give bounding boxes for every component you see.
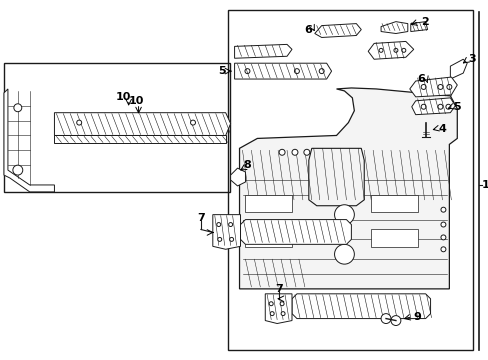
Circle shape	[303, 149, 309, 155]
Text: 9: 9	[413, 312, 421, 321]
Circle shape	[190, 120, 195, 125]
Text: 5: 5	[218, 66, 225, 76]
Polygon shape	[245, 195, 291, 212]
Circle shape	[270, 312, 274, 316]
Polygon shape	[370, 195, 417, 212]
Circle shape	[291, 149, 297, 155]
Text: 7: 7	[197, 213, 204, 222]
Text: 5: 5	[452, 102, 460, 112]
Polygon shape	[308, 148, 364, 206]
Circle shape	[281, 312, 285, 316]
Circle shape	[77, 120, 81, 125]
Polygon shape	[212, 215, 240, 249]
Text: 4: 4	[438, 123, 446, 134]
Text: 10: 10	[129, 96, 144, 106]
Polygon shape	[239, 88, 456, 289]
Polygon shape	[245, 229, 291, 247]
Text: 6: 6	[303, 24, 311, 35]
Polygon shape	[380, 22, 407, 33]
Polygon shape	[4, 89, 54, 192]
Polygon shape	[367, 41, 413, 59]
Circle shape	[440, 207, 445, 212]
Polygon shape	[264, 294, 291, 324]
Polygon shape	[234, 63, 331, 79]
Circle shape	[14, 104, 22, 112]
Polygon shape	[411, 98, 454, 115]
Circle shape	[229, 237, 233, 241]
Polygon shape	[54, 135, 225, 143]
Circle shape	[217, 237, 221, 241]
Circle shape	[228, 222, 232, 226]
Polygon shape	[240, 220, 351, 244]
Text: 10: 10	[116, 92, 131, 102]
Polygon shape	[230, 168, 245, 186]
Polygon shape	[449, 59, 466, 79]
Circle shape	[269, 302, 273, 306]
Polygon shape	[409, 77, 456, 97]
Text: 3: 3	[467, 54, 475, 64]
Circle shape	[280, 302, 284, 306]
Text: 2: 2	[420, 17, 427, 27]
Polygon shape	[370, 229, 417, 247]
Circle shape	[334, 205, 354, 225]
Text: 1: 1	[481, 180, 488, 190]
Text: 6: 6	[417, 74, 425, 84]
Circle shape	[440, 235, 445, 240]
Circle shape	[390, 316, 400, 325]
Polygon shape	[291, 294, 429, 319]
Circle shape	[380, 314, 390, 324]
Circle shape	[334, 244, 354, 264]
Circle shape	[440, 247, 445, 252]
Circle shape	[216, 222, 220, 226]
Polygon shape	[54, 113, 230, 135]
Text: 8: 8	[243, 160, 251, 170]
Polygon shape	[410, 22, 427, 32]
Circle shape	[13, 165, 23, 175]
Text: 7: 7	[275, 284, 283, 294]
Circle shape	[279, 149, 285, 155]
Polygon shape	[234, 44, 291, 58]
Circle shape	[440, 222, 445, 227]
Polygon shape	[314, 24, 361, 37]
